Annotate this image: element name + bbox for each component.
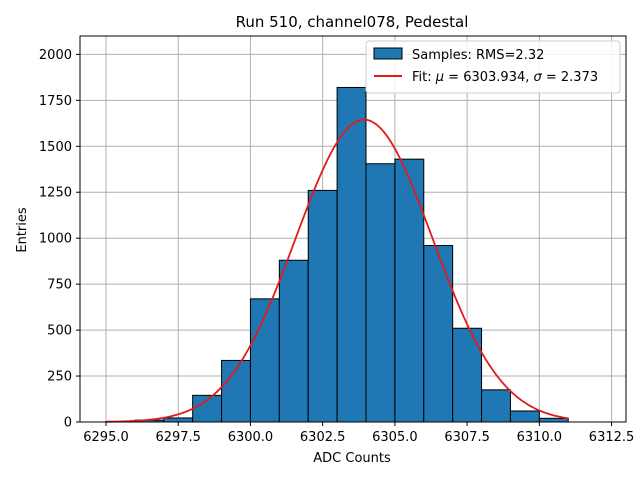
x-tick-label: 6305.0 — [372, 430, 418, 445]
x-tick-label: 6295.0 — [83, 430, 129, 445]
histogram-bars — [105, 86, 569, 423]
y-tick-label: 250 — [47, 370, 72, 385]
x-tick-label: 6302.5 — [300, 430, 346, 445]
x-axis-label: ADC Counts — [313, 451, 391, 466]
y-tick-label: 0 — [64, 416, 72, 431]
histogram-bar — [481, 389, 511, 423]
histogram-bar — [509, 410, 540, 423]
legend-fit-label: Fit: μ = 6303.934, σ = 2.373 — [412, 70, 598, 85]
histogram-bar — [336, 86, 367, 423]
y-axis-label: Entries — [15, 207, 30, 253]
legend-histogram-label: Samples: RMS=2.32 — [412, 48, 544, 63]
x-tick-label: 6307.5 — [444, 430, 490, 445]
histogram-bar — [394, 158, 425, 423]
x-tick-label: 6300.0 — [228, 430, 274, 445]
y-tick-label: 1000 — [39, 232, 72, 247]
histogram-bar — [538, 417, 569, 423]
histogram-bar — [423, 245, 454, 423]
x-axis-ticks: 6295.0 6297.5 6300.0 6302.5 6305.0 6307.5 6310… — [83, 422, 634, 445]
y-tick-label: 500 — [47, 324, 72, 339]
histogram-bar — [163, 417, 194, 423]
histogram-bar — [365, 163, 396, 423]
plot-area: 6295.0 6297.5 6300.0 6302.5 6305.0 6307.5 6310… — [39, 35, 634, 445]
y-tick-label: 2000 — [39, 48, 72, 63]
histogram-bar — [307, 189, 338, 423]
y-axis-ticks: 0 250 500 750 1000 1250 1500 1750 2000 — [39, 48, 80, 431]
y-tick-label: 1250 — [39, 186, 72, 201]
legend-histogram-swatch — [373, 47, 403, 60]
x-tick-label: 6297.5 — [155, 430, 201, 445]
x-tick-label: 6310.0 — [517, 430, 563, 445]
fit-curve-layer — [105, 118, 569, 423]
histogram-bar — [278, 259, 309, 423]
histogram-bar — [452, 327, 483, 423]
chart-title: Run 510, channel078, Pedestal — [236, 13, 469, 31]
y-tick-label: 1750 — [39, 94, 72, 109]
gaussian-fit-curve — [105, 118, 569, 423]
y-tick-label: 1500 — [39, 140, 72, 155]
x-tick-label: 6312.5 — [589, 430, 635, 445]
legend: Samples: RMS=2.32 Fit: μ = 6303.934, σ =… — [365, 40, 621, 94]
plot-frame — [79, 35, 627, 423]
y-tick-label: 750 — [47, 278, 72, 293]
legend-box — [365, 40, 621, 94]
